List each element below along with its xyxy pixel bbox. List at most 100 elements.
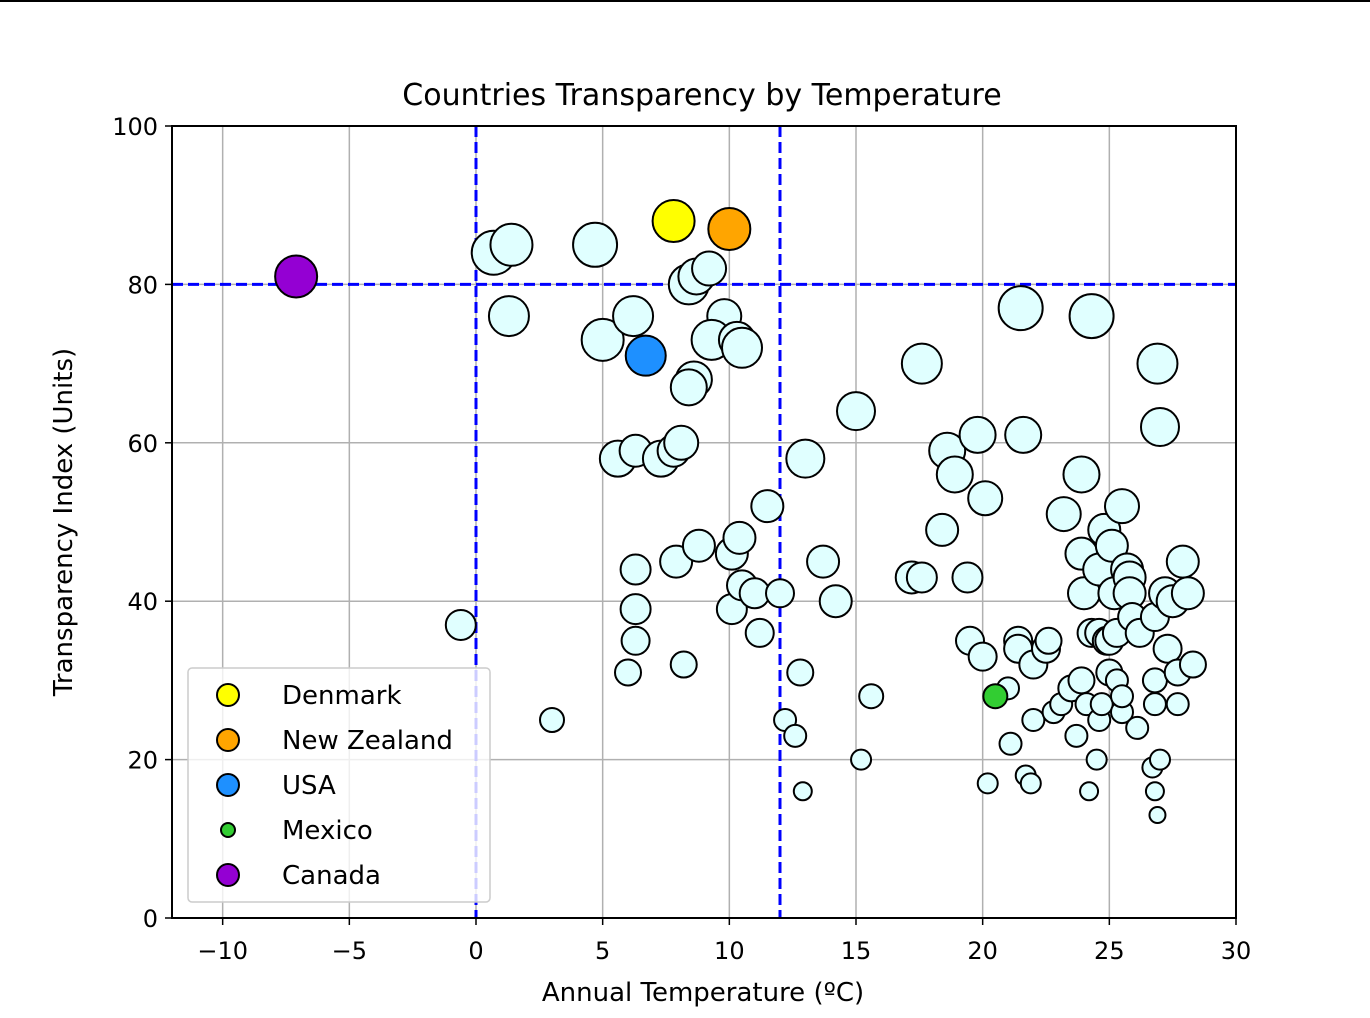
data-point [1178,650,1207,679]
data-point [818,584,853,619]
data-point [785,438,826,479]
data-point [958,415,997,454]
data-point [1144,781,1165,802]
data-point [765,578,795,609]
data-point-denmark [651,199,696,244]
x-tick-label: 30 [1221,937,1252,965]
data-point [1170,576,1205,611]
data-point [786,658,815,687]
data-point [614,658,642,687]
data-points [274,199,1207,825]
data-point [967,480,1004,517]
data-point [1085,748,1108,771]
x-tick-label: 10 [714,937,745,965]
data-point [691,250,728,287]
legend-marker [220,822,236,838]
x-tick-label: −10 [197,937,248,965]
data-point [612,295,655,338]
data-point [1067,666,1096,695]
legend-label: Canada [282,861,381,891]
data-point [663,424,700,461]
data-point [1019,772,1042,795]
data-point [1165,544,1200,579]
data-point [850,748,873,771]
x-tick-label: 5 [595,937,610,965]
data-point [722,520,757,555]
data-point [1110,684,1134,709]
data-point-new-zealand [707,206,752,251]
data-point [572,221,619,268]
plot-frame [171,125,1237,919]
data-point [998,731,1023,756]
data-point [1062,455,1101,494]
y-tick-label: 80 [127,271,158,299]
data-point-usa [624,334,667,377]
legend: Denmark New Zealand USA Mexico Canada [187,667,491,903]
data-point [1125,715,1150,740]
data-point [750,489,785,524]
data-point [997,285,1044,332]
data-point [1152,633,1183,664]
x-tick-label: 20 [967,937,998,965]
y-tick-label: 0 [143,905,158,933]
data-point-mexico [982,683,1009,710]
data-point [1140,406,1180,447]
data-point [1136,342,1179,385]
legend-label: New Zealand [282,726,453,756]
x-tick-label: 15 [841,937,872,965]
y-axis-label: Transparency Index (Units) [49,348,79,697]
chart-title: Countries Transparency by Temperature [402,78,1001,113]
x-axis-label: Annual Temperature (ºC) [542,978,864,1008]
data-point [792,781,813,802]
y-tick-label: 100 [112,113,158,141]
data-point [900,342,943,385]
y-tick-label: 20 [127,747,158,775]
data-point [1064,723,1089,748]
data-point [1079,781,1100,802]
legend-label: Mexico [282,816,373,846]
x-tick-label: 0 [468,937,483,965]
data-point [619,553,652,586]
data-point [976,772,999,795]
data-point [1034,626,1063,655]
data-point [783,723,808,748]
data-point [836,391,876,432]
data-point [539,707,565,733]
data-point [951,561,984,594]
data-point [1148,806,1167,825]
data-point [1089,692,1114,717]
top-border-line [0,0,1370,2]
data-point [1141,667,1168,694]
data-point [1021,708,1046,732]
data-point [967,641,998,672]
y-tick-label: 60 [127,430,158,458]
x-tick-label: 25 [1094,937,1125,965]
legend-label: USA [282,771,336,801]
x-axis-ticks: −10 −5 0 5 10 15 20 25 30 [197,918,1251,965]
data-point [1068,293,1115,340]
data-point [925,512,960,547]
data-point [905,561,938,594]
data-point [669,650,698,679]
data-point [806,544,841,579]
data-point-canada [274,254,319,299]
data-point [1149,748,1171,771]
data-point [1165,692,1190,717]
data-point [1104,488,1140,525]
data-point [935,455,974,494]
data-point [721,326,763,369]
data-point [669,368,708,407]
data-point [681,528,716,563]
legend-box [187,667,491,903]
data-point [489,222,534,267]
data-point [1045,496,1082,533]
y-tick-label: 40 [127,588,158,616]
data-point [619,593,652,626]
legend-marker [216,863,240,887]
legend-label: Denmark [282,681,402,711]
legend-marker [216,728,240,752]
data-point [744,617,775,648]
y-axis-ticks: 0 20 40 60 80 100 [112,113,172,933]
data-point [444,608,477,641]
